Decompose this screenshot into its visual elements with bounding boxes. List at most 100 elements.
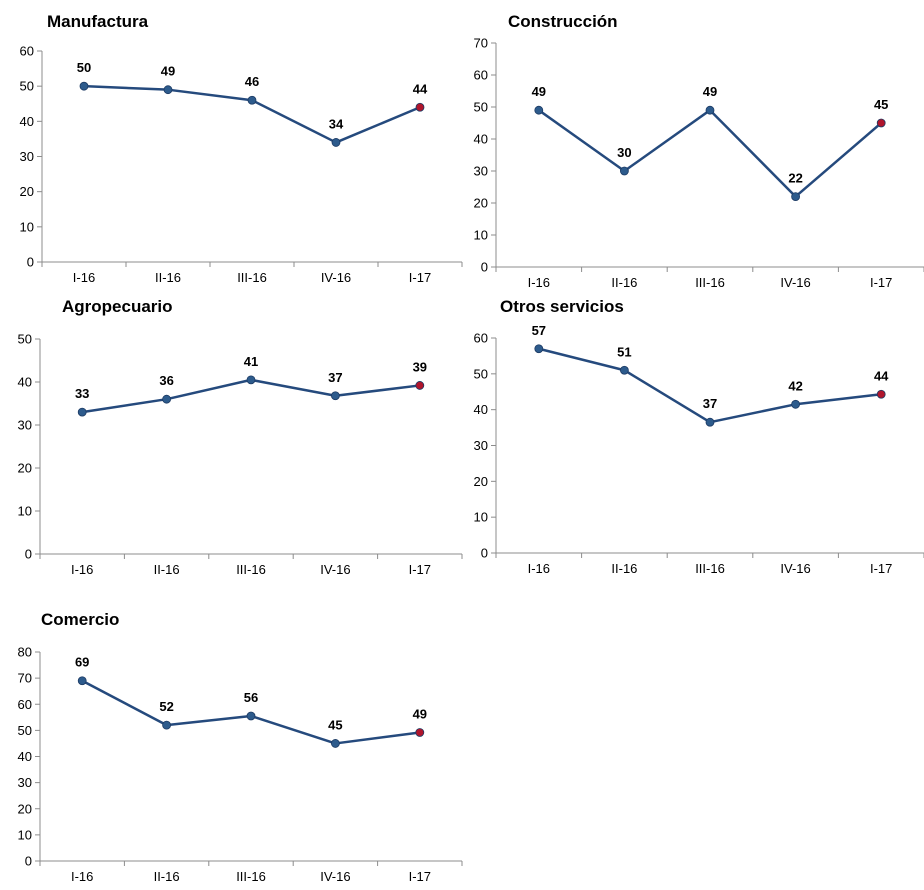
data-label: 37 bbox=[328, 370, 342, 385]
y-tick-label: 60 bbox=[474, 68, 488, 83]
chart-title: Construcción bbox=[508, 12, 618, 31]
chart-svg: 0 10 20 30 40 50 60 70 I-16 II-16 III-16 IV-16 I-17 4… bbox=[474, 36, 924, 290]
y-tick-label: 10 bbox=[474, 510, 488, 525]
y-tick-label: 30 bbox=[18, 418, 32, 433]
chart-title: Otros servicios bbox=[500, 297, 624, 316]
data-point bbox=[534, 105, 544, 115]
data-point bbox=[246, 375, 256, 385]
data-point bbox=[246, 711, 256, 721]
data-point bbox=[791, 399, 800, 409]
x-tick-label: I-17 bbox=[870, 561, 892, 576]
y-tick-label: 40 bbox=[474, 402, 488, 417]
y-tick-label: 10 bbox=[20, 219, 34, 234]
data-label: 42 bbox=[788, 378, 802, 393]
data-label: 50 bbox=[77, 60, 91, 75]
data-point bbox=[163, 85, 173, 95]
y-tick-label: 60 bbox=[20, 44, 34, 59]
y-tick-label: 30 bbox=[474, 438, 488, 453]
x-tick-label: I-16 bbox=[71, 562, 93, 577]
y-tick-label: 50 bbox=[18, 723, 32, 738]
chart-panel-manufactura: Manufactura 0 10 20 30 40 50 60 I-16 II-16 III-16… bbox=[0, 0, 463, 290]
y-tick-label: 30 bbox=[20, 149, 34, 164]
data-point bbox=[705, 417, 715, 427]
chart-svg: 0 10 20 30 40 50 60 I-16 II-16 III-16 IV-16 I-17 50 4… bbox=[20, 44, 463, 285]
x-tick-label: I-16 bbox=[528, 561, 550, 576]
data-point bbox=[330, 391, 340, 401]
data-label: 51 bbox=[617, 344, 631, 359]
x-tick-label: I-17 bbox=[409, 562, 431, 577]
y-tick-label: 40 bbox=[474, 132, 488, 147]
y-tick-label: 10 bbox=[474, 228, 488, 243]
x-tick-label: III-16 bbox=[237, 270, 267, 285]
data-point bbox=[330, 739, 340, 748]
y-tick-label: 40 bbox=[18, 749, 32, 764]
y-tick-label: 50 bbox=[18, 332, 32, 347]
x-tick-label: IV-16 bbox=[320, 562, 350, 577]
data-point bbox=[876, 389, 886, 399]
y-tick-label: 20 bbox=[18, 801, 32, 816]
y-tick-label: 70 bbox=[18, 671, 32, 686]
y-tick-label: 0 bbox=[25, 854, 32, 869]
y-tick-label: 40 bbox=[18, 375, 32, 390]
x-tick-label: IV-16 bbox=[321, 270, 351, 285]
x-tick-label: II-16 bbox=[611, 561, 637, 576]
chart-panel-comercio: Comercio 0 10 20 30 40 50 60 70 80 I-16 II-16 III-1… bbox=[18, 610, 463, 884]
x-tick-label: III-16 bbox=[695, 561, 725, 576]
data-label: 41 bbox=[244, 354, 258, 369]
data-label: 49 bbox=[532, 84, 546, 99]
data-label: 49 bbox=[161, 64, 175, 79]
chart-panel-construccion: Construcción 0 10 20 30 40 50 60 70 I-16 II-16 III… bbox=[0, 0, 924, 295]
data-label: 44 bbox=[874, 368, 889, 383]
data-label: 30 bbox=[617, 145, 631, 160]
data-point bbox=[620, 166, 629, 176]
data-point bbox=[247, 95, 257, 105]
y-tick-label: 20 bbox=[474, 474, 488, 489]
data-label: 56 bbox=[244, 690, 258, 705]
y-tick-label: 60 bbox=[18, 697, 32, 712]
x-tick-label: I-17 bbox=[409, 270, 431, 285]
x-tick-label: II-16 bbox=[154, 869, 180, 884]
data-label: 37 bbox=[703, 396, 717, 411]
y-tick-label: 50 bbox=[474, 100, 488, 115]
data-point bbox=[620, 365, 629, 375]
y-tick-label: 10 bbox=[18, 827, 32, 842]
x-tick-label: IV-16 bbox=[320, 869, 350, 884]
y-tick-label: 70 bbox=[474, 36, 488, 51]
y-tick-label: 0 bbox=[481, 546, 488, 561]
data-point bbox=[534, 344, 544, 354]
data-point bbox=[705, 105, 715, 115]
data-label: 44 bbox=[413, 81, 428, 96]
data-label: 45 bbox=[874, 97, 888, 112]
data-label: 57 bbox=[532, 323, 546, 338]
y-tick-label: 20 bbox=[20, 184, 34, 199]
data-label: 49 bbox=[703, 84, 717, 99]
data-label: 45 bbox=[328, 717, 342, 732]
data-point bbox=[77, 676, 87, 686]
data-label: 22 bbox=[788, 171, 802, 186]
y-tick-label: 50 bbox=[474, 366, 488, 381]
data-point bbox=[415, 381, 425, 390]
data-point bbox=[415, 102, 425, 112]
chart-panel-agropecuario: Agropecuario 0 10 20 30 40 50 I-16 II-16 III-16 I… bbox=[0, 0, 463, 590]
data-point bbox=[77, 407, 87, 417]
y-tick-label: 20 bbox=[474, 196, 488, 211]
x-tick-label: II-16 bbox=[154, 562, 180, 577]
data-point bbox=[162, 720, 172, 730]
x-tick-label: IV-16 bbox=[780, 561, 810, 576]
x-tick-label: III-16 bbox=[695, 275, 725, 290]
y-tick-label: 0 bbox=[25, 547, 32, 562]
x-tick-label: III-16 bbox=[236, 869, 266, 884]
chart-svg: 0 10 20 30 40 50 60 70 80 I-16 II-16 III-16 IV-16 I-1… bbox=[18, 645, 463, 884]
data-point bbox=[415, 728, 425, 737]
data-label: 69 bbox=[75, 655, 89, 670]
y-tick-label: 0 bbox=[481, 260, 488, 275]
y-tick-label: 40 bbox=[20, 114, 34, 129]
data-label: 39 bbox=[413, 359, 427, 374]
x-tick-label: I-16 bbox=[71, 869, 93, 884]
x-tick-label: I-16 bbox=[73, 270, 95, 285]
data-point bbox=[331, 138, 341, 147]
x-tick-label: II-16 bbox=[611, 275, 637, 290]
data-label: 36 bbox=[159, 373, 173, 388]
data-label: 49 bbox=[413, 706, 427, 721]
chart-title: Agropecuario bbox=[62, 297, 173, 316]
